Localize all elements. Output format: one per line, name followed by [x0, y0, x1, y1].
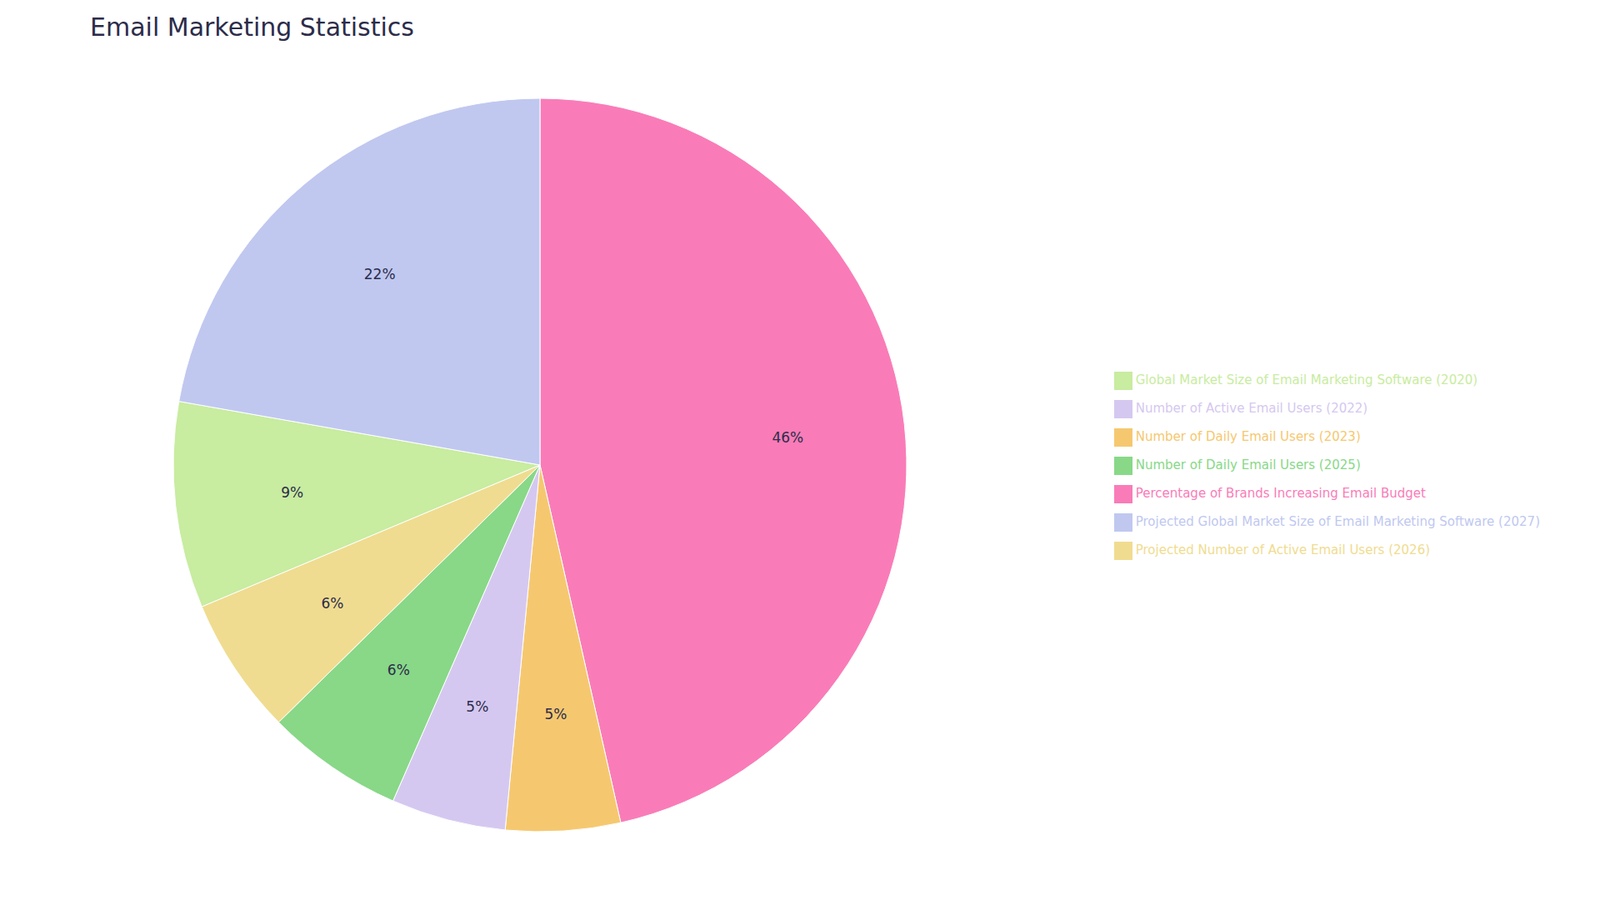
html-text:Number of Active Email Users (: Number of Active Email Users (2022)	[1135, 400, 1368, 416]
html-text:Projected Number of Active Ema: Projected Number of Active Email Users (…	[1135, 542, 1430, 558]
svg-text:6%: 6%	[320, 595, 344, 612]
html-text:Global Market Size of Email Ma: Global Market Size of Email Marketing So…	[1135, 372, 1478, 388]
html-text:Percentage of Brands Increasin: Percentage of Brands Increasing Email Bu…	[1135, 485, 1426, 501]
svg-text:22%: 22%	[364, 265, 396, 283]
svg-text:46%: 46%	[771, 429, 804, 446]
svg-text:6%: 6%	[387, 661, 410, 679]
html-text:Number of Daily Email Users (2: Number of Daily Email Users (2025)	[1135, 457, 1361, 473]
svg-text:5%: 5%	[544, 705, 567, 723]
html-text:Projected Global Market Size o: Projected Global Market Size of Email Ma…	[1135, 514, 1540, 530]
svg-text:5%: 5%	[465, 698, 489, 715]
html-text:Number of Daily Email Users (2: Number of Daily Email Users (2023)	[1135, 429, 1361, 445]
html-text:Email Marketing Statistics: Email Marketing Statistics	[90, 12, 415, 42]
svg-text:9%: 9%	[280, 484, 304, 501]
